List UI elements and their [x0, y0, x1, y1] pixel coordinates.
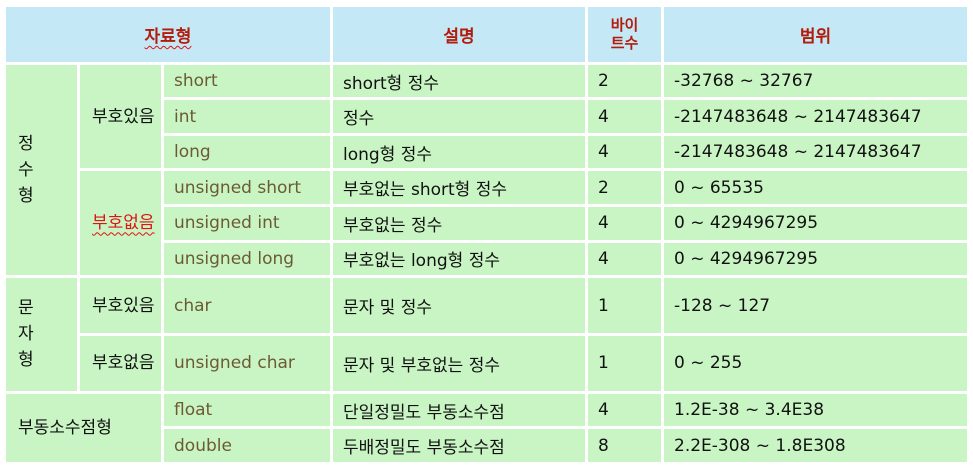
- subgroup-signed: 부호있음: [80, 278, 161, 333]
- type-description: 부호없는 long형 정수: [333, 242, 585, 276]
- table-row: int 정수 4 -2147483648 ~ 2147483647: [6, 100, 967, 133]
- type-description: 문자 및 정수: [333, 278, 585, 333]
- header-bytes: 바이 트수: [588, 7, 661, 62]
- table-row: double 두배정밀도 부동소수점 8 2.2E-308 ~ 1.8E308: [6, 429, 967, 462]
- type-bytes: 4: [588, 393, 661, 427]
- type-name: char: [164, 278, 330, 333]
- table-row: long long형 정수 4 -2147483648 ~ 2147483647: [6, 135, 967, 169]
- type-bytes: 4: [588, 207, 661, 240]
- type-bytes: 4: [588, 100, 661, 133]
- type-name: unsigned int: [164, 207, 330, 240]
- table-row: unsigned int 부호없는 정수 4 0 ~ 4294967295: [6, 207, 967, 240]
- type-range: 0 ~ 255: [664, 335, 967, 391]
- header-description: 설명: [333, 7, 585, 62]
- type-description: long형 정수: [333, 135, 585, 169]
- type-description: 부호없는 정수: [333, 207, 585, 240]
- type-description: short형 정수: [333, 64, 585, 98]
- type-description: 단일정밀도 부동소수점: [333, 393, 585, 427]
- type-name: long: [164, 135, 330, 169]
- header-range: 범위: [664, 7, 967, 62]
- type-range: 1.2E-38 ~ 3.4E38: [664, 393, 967, 427]
- type-description: 두배정밀도 부동소수점: [333, 429, 585, 462]
- group-floating-point: 부동소수점형: [6, 393, 161, 462]
- type-name: short: [164, 64, 330, 98]
- type-bytes: 1: [588, 278, 661, 333]
- type-bytes: 1: [588, 335, 661, 391]
- type-name: unsigned short: [164, 171, 330, 205]
- subgroup-unsigned: 부호없음: [80, 335, 161, 391]
- type-name: int: [164, 100, 330, 133]
- type-range: 2.2E-308 ~ 1.8E308: [664, 429, 967, 462]
- type-bytes: 2: [588, 64, 661, 98]
- header-type: 자료형: [6, 7, 330, 62]
- header-row: 자료형 설명 바이 트수 범위: [6, 7, 967, 62]
- type-description: 정수: [333, 100, 585, 133]
- subgroup-unsigned: 부호없음: [80, 171, 161, 276]
- type-bytes: 8: [588, 429, 661, 462]
- type-name: float: [164, 393, 330, 427]
- subgroup-signed: 부호있음: [80, 64, 161, 169]
- type-range: -128 ~ 127: [664, 278, 967, 333]
- type-bytes: 4: [588, 135, 661, 169]
- type-name: unsigned long: [164, 242, 330, 276]
- type-name: double: [164, 429, 330, 462]
- table-row: 부호없음 unsigned short 부호없는 short형 정수 2 0 ~…: [6, 171, 967, 276]
- table-row: 부호없음 unsigned char 문자 및 부호없는 정수 1 0 ~ 25…: [6, 335, 967, 391]
- type-bytes: 4: [588, 242, 661, 276]
- table-row: 부동소수점형 float 단일정밀도 부동소수점 4 1.2E-38 ~ 3.4…: [6, 393, 967, 462]
- type-name: unsigned char: [164, 335, 330, 391]
- table-row: unsigned long 부호없는 long형 정수 4 0 ~ 429496…: [6, 242, 967, 276]
- type-range: 0 ~ 4294967295: [664, 242, 967, 276]
- type-description: 부호없는 short형 정수: [333, 171, 585, 205]
- type-description: 문자 및 부호없는 정수: [333, 335, 585, 391]
- type-range: 0 ~ 4294967295: [664, 207, 967, 240]
- type-range: -32768 ~ 32767: [664, 64, 967, 98]
- type-range: 0 ~ 65535: [664, 171, 967, 205]
- type-range: -2147483648 ~ 2147483647: [664, 100, 967, 133]
- type-range: -2147483648 ~ 2147483647: [664, 135, 967, 169]
- type-bytes: 2: [588, 171, 661, 205]
